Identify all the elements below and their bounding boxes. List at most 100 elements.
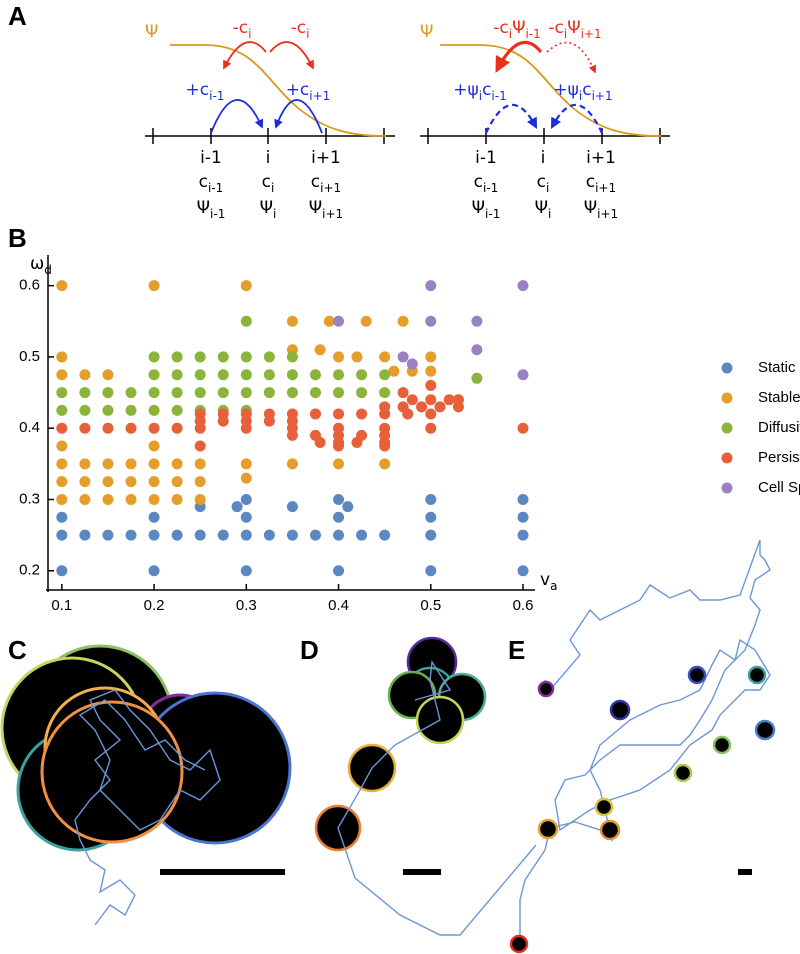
- label-part: c: [586, 172, 595, 192]
- point: [333, 351, 345, 363]
- point: [171, 351, 183, 363]
- concentration-label: ci-1​: [199, 172, 224, 195]
- label-part: -c: [233, 18, 248, 38]
- point: [333, 315, 345, 327]
- point: [56, 476, 68, 488]
- subscript: i-1: [525, 27, 540, 41]
- subscript: i+1: [597, 207, 618, 221]
- subscript: i: [479, 89, 482, 103]
- point: [56, 493, 68, 505]
- point: [517, 529, 529, 541]
- point: [148, 440, 160, 452]
- subscript: d: [44, 263, 52, 277]
- label-part: c: [262, 172, 271, 192]
- subscript: i: [306, 27, 309, 41]
- point: [194, 458, 206, 470]
- scatter-layer: [56, 280, 529, 577]
- cells-d: [314, 636, 537, 936]
- subscript: i+1: [581, 27, 602, 41]
- point: [240, 493, 252, 505]
- point: [263, 351, 275, 363]
- point: [240, 529, 252, 541]
- point: [171, 493, 183, 505]
- point: [471, 372, 483, 384]
- point: [148, 369, 160, 381]
- arrow-label: -ci​Ψi-1​: [493, 18, 541, 41]
- point: [517, 565, 529, 577]
- psi-site-label: Ψi-1​: [472, 198, 501, 221]
- point: [79, 369, 91, 381]
- arrow-label: -ci​: [233, 18, 252, 41]
- point: [388, 365, 400, 377]
- point: [148, 511, 160, 523]
- point: [286, 315, 298, 327]
- site-label: i-1: [475, 148, 497, 168]
- label-part: Ψ: [309, 198, 322, 218]
- point: [79, 404, 91, 416]
- psi-site-label: Ψi​: [535, 198, 552, 221]
- subscript: i: [248, 27, 251, 41]
- site-label: i: [541, 148, 546, 168]
- point: [125, 422, 137, 434]
- subscript: i: [273, 207, 276, 221]
- x-tick-label: 0.1: [51, 597, 72, 614]
- panel-label: A: [8, 1, 27, 31]
- subscript: i+1: [320, 181, 341, 195]
- x-tick-label: 0.5: [420, 597, 441, 614]
- subscript: i-1: [208, 181, 223, 195]
- y-axis-label: ωd​: [30, 254, 52, 277]
- point: [240, 351, 252, 363]
- label-part: Ψ: [535, 198, 548, 218]
- point: [425, 511, 437, 523]
- point: [379, 351, 391, 363]
- point: [102, 422, 114, 434]
- panel-label: B: [8, 223, 27, 253]
- point: [379, 401, 391, 413]
- point: [240, 369, 252, 381]
- point: [102, 529, 114, 541]
- point: [56, 422, 68, 434]
- point: [425, 565, 437, 577]
- point: [333, 387, 345, 399]
- label-part: ω: [30, 254, 44, 274]
- point: [286, 429, 298, 441]
- point: [102, 404, 114, 416]
- point: [171, 476, 183, 488]
- legend-swatch: [721, 422, 733, 434]
- point: [56, 351, 68, 363]
- point: [125, 493, 137, 505]
- legend-label: Cell Splits: [758, 479, 800, 496]
- point: [217, 369, 229, 381]
- point: [194, 493, 206, 505]
- y-tick-label: 0.2: [19, 562, 40, 579]
- point: [171, 404, 183, 416]
- point: [102, 369, 114, 381]
- point: [379, 369, 391, 381]
- point: [79, 422, 91, 434]
- label-part: v: [540, 570, 550, 590]
- cells-e: [509, 539, 776, 954]
- point: [79, 458, 91, 470]
- point: [356, 529, 368, 541]
- point: [379, 458, 391, 470]
- point: [309, 369, 321, 381]
- label-part: +ψ: [453, 80, 478, 100]
- point: [148, 476, 160, 488]
- label-part: Ψ: [472, 198, 485, 218]
- point: [425, 408, 437, 420]
- label-part: +ψ: [553, 80, 578, 100]
- point: [148, 351, 160, 363]
- point: [194, 387, 206, 399]
- diagram-right: [420, 40, 670, 144]
- panel-label: E: [508, 635, 525, 665]
- psi-site-label: Ψi+1​: [309, 198, 343, 221]
- arrow-label: +ψi​ci+1​: [553, 80, 612, 103]
- label-part: c: [311, 172, 320, 192]
- point: [356, 408, 368, 420]
- point: [56, 369, 68, 381]
- point: [286, 351, 298, 363]
- point: [148, 404, 160, 416]
- point: [240, 280, 252, 292]
- point: [171, 458, 183, 470]
- point: [194, 408, 206, 420]
